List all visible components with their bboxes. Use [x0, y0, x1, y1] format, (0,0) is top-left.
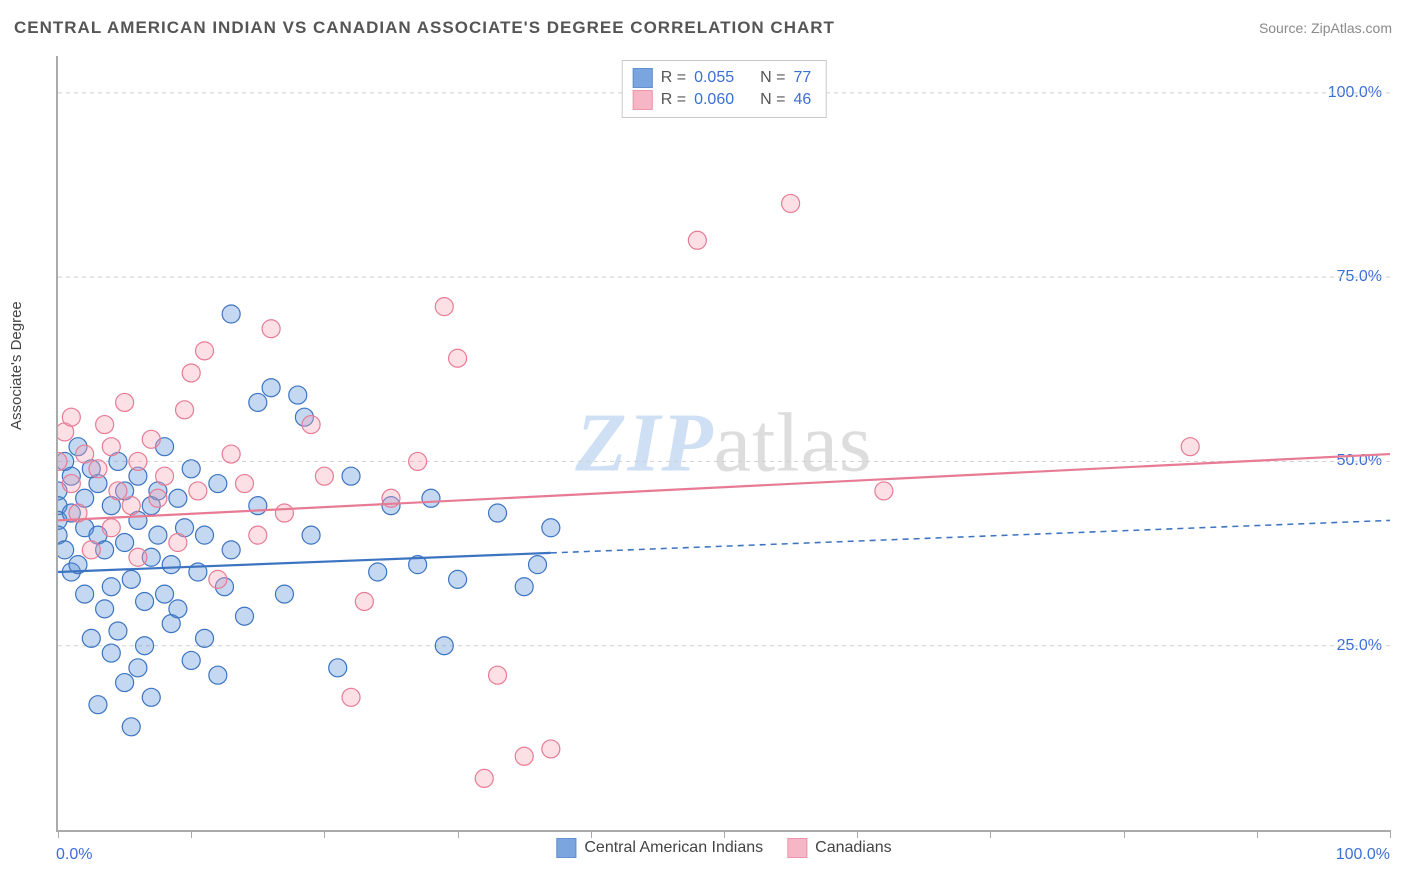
chart-svg	[58, 56, 1390, 830]
n-label: N =	[760, 67, 785, 89]
x-tick	[1124, 830, 1125, 838]
r-value-cai: 0.055	[694, 67, 734, 89]
x-tick	[1257, 830, 1258, 838]
legend-bottom-can: Canadians	[787, 838, 892, 858]
x-tick	[191, 830, 192, 838]
legend-bottom: Central American Indians Canadians	[556, 838, 891, 858]
x-tick	[591, 830, 592, 838]
source-label: Source: ZipAtlas.com	[1259, 20, 1392, 36]
x-min-label: 0.0%	[56, 846, 92, 864]
x-tick	[324, 830, 325, 838]
y-axis-label: Associate's Degree	[8, 301, 25, 430]
x-tick	[458, 830, 459, 838]
r-value-can: 0.060	[694, 89, 734, 111]
r-label: R =	[661, 89, 686, 111]
legend-row-can: R = 0.060 N = 46	[633, 89, 812, 111]
legend-label-cai: Central American Indians	[584, 839, 763, 857]
swatch-can-icon	[787, 838, 807, 858]
plot-area: ZIPatlas R = 0.055 N = 77 R = 0.060 N = …	[56, 56, 1390, 832]
chart-title: CENTRAL AMERICAN INDIAN VS CANADIAN ASSO…	[14, 18, 835, 38]
x-tick	[857, 830, 858, 838]
x-tick	[58, 830, 59, 838]
n-label: N =	[760, 89, 785, 111]
legend-bottom-cai: Central American Indians	[556, 838, 763, 858]
x-tick	[724, 830, 725, 838]
n-value-can: 46	[793, 89, 811, 111]
x-max-label: 100.0%	[1336, 846, 1390, 864]
swatch-cai-icon	[556, 838, 576, 858]
legend-label-can: Canadians	[815, 839, 892, 857]
swatch-can	[633, 90, 653, 110]
x-tick	[1390, 830, 1391, 838]
x-tick	[990, 830, 991, 838]
legend-top: R = 0.055 N = 77 R = 0.060 N = 46	[622, 60, 827, 118]
legend-row-cai: R = 0.055 N = 77	[633, 67, 812, 89]
r-label: R =	[661, 67, 686, 89]
swatch-cai	[633, 68, 653, 88]
n-value-cai: 77	[793, 67, 811, 89]
